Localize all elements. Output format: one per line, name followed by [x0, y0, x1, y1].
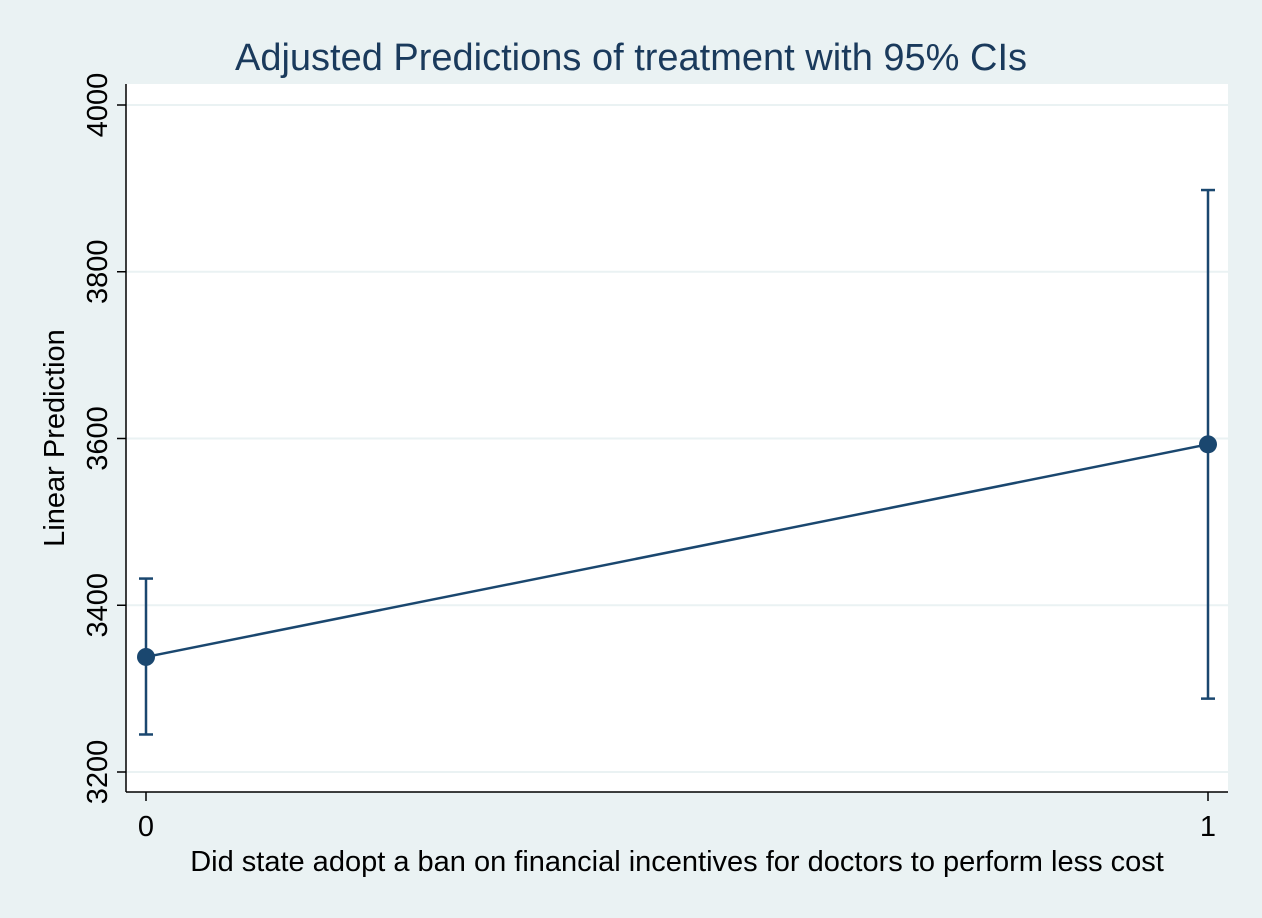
- y-tick-label-3400: 3400: [82, 573, 114, 638]
- ticks: 3200 3400 3600 3800 4000 0 1: [82, 73, 1216, 843]
- x-axis-label: Did state adopt a ban on financial incen…: [190, 846, 1164, 878]
- series-line-0: [145, 443, 1209, 659]
- y-tick-label-3800: 3800: [82, 239, 114, 304]
- x-tick-label-0: 0: [138, 811, 154, 843]
- y-tick-label-3200: 3200: [82, 740, 114, 805]
- grid-lines: [126, 104, 1228, 773]
- y-axis-label: Linear Prediction: [39, 329, 71, 547]
- data-point-1: [1199, 435, 1217, 454]
- series: [137, 188, 1217, 736]
- data-point-0: [137, 647, 155, 666]
- y-tick-label-3600: 3600: [82, 406, 114, 471]
- chart-title: Adjusted Predictions of treatment with 9…: [235, 37, 1027, 79]
- y-tick-label-4000: 4000: [82, 73, 114, 138]
- x-tick-label-1: 1: [1200, 811, 1216, 843]
